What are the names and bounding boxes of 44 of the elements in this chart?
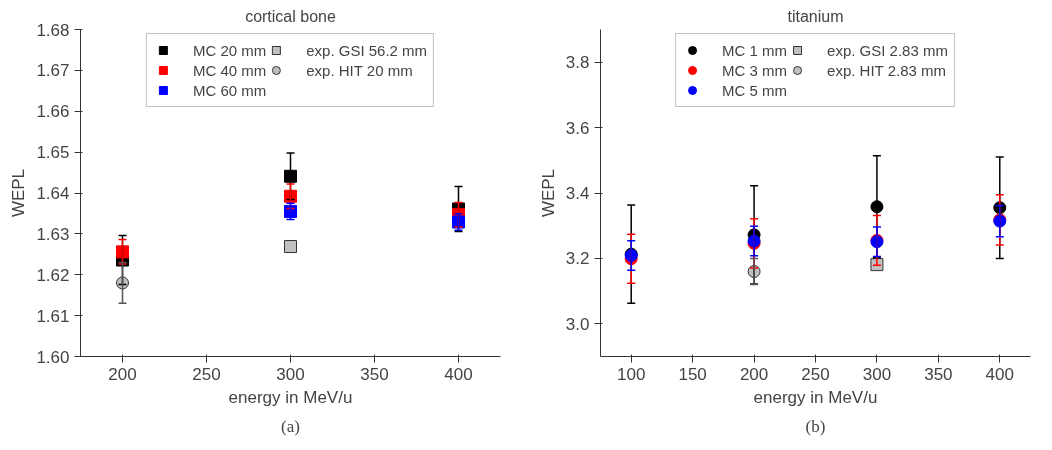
y-tick-label: 1.66: [36, 102, 70, 122]
text: (b): [805, 416, 826, 436]
y-tick-label: 1.67: [36, 61, 70, 81]
y-tick-label: 3.8: [565, 53, 590, 73]
chart-title: titanium: [787, 7, 844, 25]
y-tick-label: 3.6: [565, 118, 590, 138]
legend-label: MC 40 mm: [192, 61, 267, 79]
x-tick-label: 400: [985, 364, 1014, 384]
y-tick-label: 1.60: [36, 347, 70, 367]
y-tick-label: 1.63: [36, 224, 70, 244]
x-tick-label: 300: [862, 364, 892, 384]
legend-label: exp. GSI 2.83 mm: [827, 41, 948, 59]
y-tick-label: 1.68: [36, 20, 70, 40]
x-tick-label: 150: [678, 364, 707, 384]
y-tick-label: 3.2: [565, 249, 590, 269]
x-axis-title: energy in MeV/u: [753, 387, 878, 407]
legend-label: MC 20 mm: [192, 41, 267, 59]
text: (a): [281, 416, 300, 436]
x-tick-label: 400: [444, 364, 473, 384]
legend-label: exp. HIT 2.83 mm: [827, 61, 946, 79]
x-tick-label: 100: [617, 364, 646, 384]
y-axis-title: WEPL: [9, 168, 29, 218]
y-axis-title: WEPL: [538, 168, 558, 218]
x-axis-title: energy in MeV/u: [228, 387, 353, 407]
x-tick-label: 350: [360, 364, 389, 384]
legend-label: MC 60 mm: [192, 81, 267, 99]
x-tick-label: 350: [924, 364, 953, 384]
y-tick-label: 3.4: [565, 184, 590, 203]
y-tick-label: 3.0: [565, 314, 590, 334]
legend-label: exp. GSI 56.2 mm: [306, 41, 428, 59]
x-tick-label: 200: [108, 364, 137, 384]
x-tick-label: 300: [276, 364, 305, 384]
x-tick-label: 250: [192, 364, 221, 384]
legend-label: MC 1 mm: [722, 41, 788, 59]
x-tick-label: 250: [801, 364, 830, 384]
y-tick-label: 1.61: [36, 306, 70, 326]
chart-title: cortical bone: [245, 7, 336, 25]
x-tick-label: 200: [739, 364, 769, 384]
legend-label: MC 3 mm: [722, 61, 788, 79]
y-tick-label: 1.62: [36, 265, 70, 285]
legend-label: exp. HIT 20 mm: [306, 61, 413, 79]
legend-label: MC 5 mm: [722, 81, 788, 99]
y-tick-label: 1.64: [36, 184, 70, 203]
y-tick-label: 1.65: [36, 143, 70, 163]
